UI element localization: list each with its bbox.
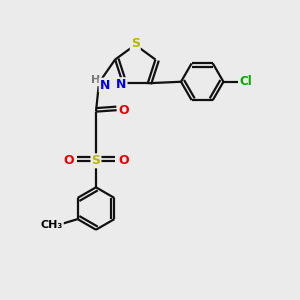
Text: O: O: [118, 154, 129, 167]
Text: N: N: [116, 78, 127, 91]
Text: O: O: [63, 154, 74, 167]
Text: S: S: [92, 154, 100, 167]
Text: Cl: Cl: [239, 75, 252, 88]
Text: S: S: [131, 37, 140, 50]
Text: H: H: [91, 75, 100, 85]
Text: O: O: [118, 104, 129, 117]
Text: CH₃: CH₃: [40, 220, 63, 230]
Text: N: N: [100, 79, 110, 92]
